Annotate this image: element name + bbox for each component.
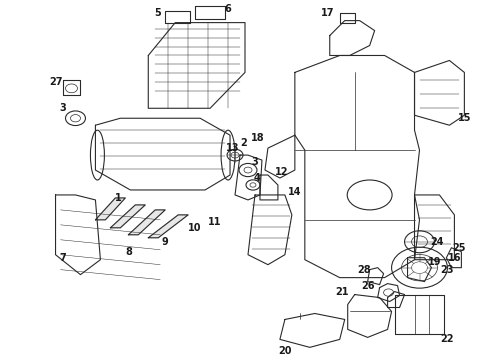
Text: 3: 3 bbox=[251, 157, 258, 167]
Text: 27: 27 bbox=[49, 77, 62, 87]
Text: 25: 25 bbox=[453, 243, 466, 253]
Text: 10: 10 bbox=[188, 223, 202, 233]
Text: 13: 13 bbox=[226, 143, 240, 153]
Text: 8: 8 bbox=[125, 247, 132, 257]
Text: 18: 18 bbox=[251, 133, 265, 143]
Text: 28: 28 bbox=[357, 265, 370, 275]
Text: 11: 11 bbox=[208, 217, 222, 227]
Text: 12: 12 bbox=[275, 167, 289, 177]
Text: 14: 14 bbox=[288, 187, 302, 197]
Text: 20: 20 bbox=[278, 346, 292, 356]
Text: 23: 23 bbox=[441, 265, 454, 275]
Text: 7: 7 bbox=[59, 253, 66, 263]
Text: 26: 26 bbox=[361, 280, 374, 291]
Polygon shape bbox=[148, 215, 188, 238]
Text: 3: 3 bbox=[59, 103, 66, 113]
Text: 16: 16 bbox=[448, 253, 461, 263]
Text: 17: 17 bbox=[321, 8, 335, 18]
Polygon shape bbox=[96, 198, 125, 220]
Text: 15: 15 bbox=[458, 113, 471, 123]
Text: 4: 4 bbox=[254, 173, 260, 183]
Polygon shape bbox=[110, 205, 145, 228]
Text: 2: 2 bbox=[241, 138, 247, 148]
Text: 5: 5 bbox=[154, 8, 161, 18]
Text: 21: 21 bbox=[335, 287, 348, 297]
Text: 24: 24 bbox=[431, 237, 444, 247]
Text: 9: 9 bbox=[162, 237, 169, 247]
Polygon shape bbox=[128, 210, 165, 235]
Text: 19: 19 bbox=[428, 257, 441, 267]
Text: 1: 1 bbox=[115, 193, 122, 203]
Text: 6: 6 bbox=[225, 4, 231, 14]
Text: 22: 22 bbox=[441, 334, 454, 345]
